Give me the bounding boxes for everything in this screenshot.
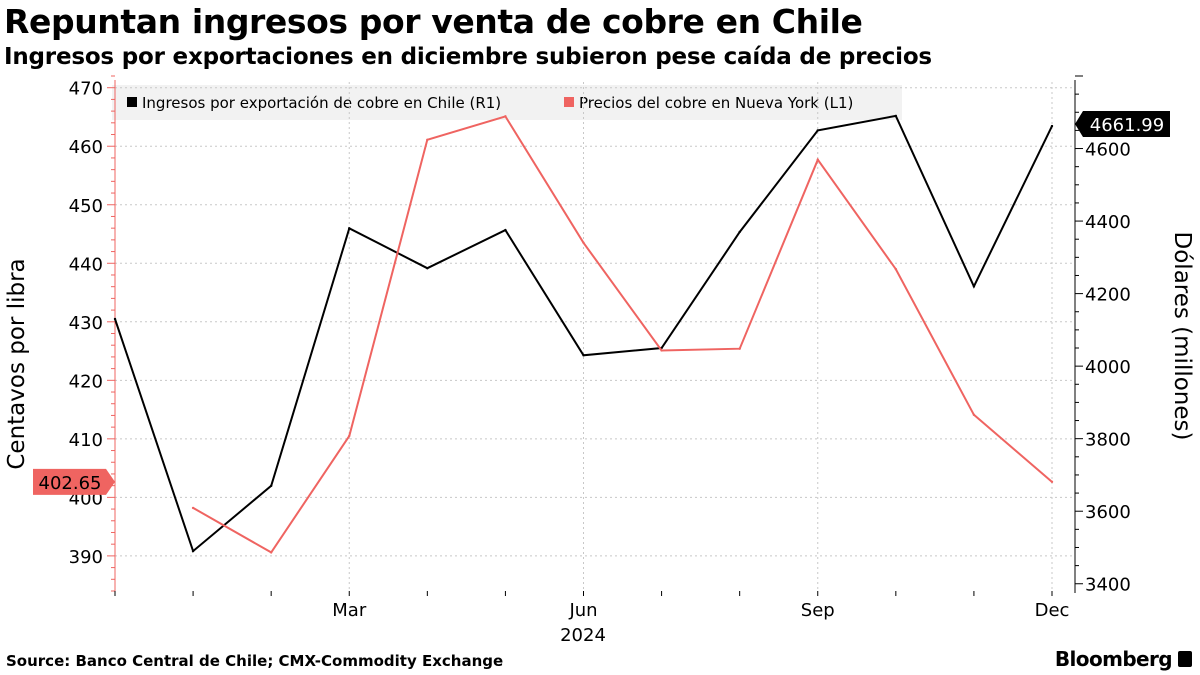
right-axis-tick-label: 3400: [1085, 575, 1131, 596]
series-line-price: [192, 115, 1053, 554]
data-point-revenue: [1050, 124, 1054, 128]
badge-revenue-label: 4661.99: [1090, 115, 1164, 136]
legend-label-price: Precios del cobre en Nueva York (L1): [579, 94, 853, 112]
data-point-price: [1050, 480, 1054, 484]
data-point-price: [582, 241, 585, 244]
data-point-revenue: [738, 230, 741, 234]
left-axis-tick-label: 420: [69, 371, 103, 392]
x-axis-tick-label: Dec: [1035, 600, 1070, 621]
data-point-price: [738, 347, 741, 350]
left-axis-tick-label: 430: [69, 313, 103, 334]
data-point-revenue: [816, 129, 819, 132]
right-axis-tick-label: 4000: [1085, 357, 1131, 378]
legend-label-revenue: Ingresos por exportación de cobre en Chi…: [142, 94, 501, 112]
badge-price: [33, 468, 115, 495]
chart-subtitle: Ingresos por exportaciones en diciembre …: [4, 44, 932, 70]
left-axis-tick-label: 440: [69, 254, 103, 275]
data-point-price: [894, 267, 898, 271]
right-axis-tick-label: 4400: [1085, 212, 1131, 233]
badge-price-label: 402.65: [39, 473, 102, 494]
left-axis-tick-label: 460: [69, 137, 103, 158]
data-point-price: [816, 158, 819, 161]
data-point-revenue: [972, 285, 976, 288]
data-point-price: [660, 349, 663, 352]
left-axis-tick-label: 470: [69, 79, 103, 100]
data-point-revenue: [504, 228, 507, 232]
legend-swatch-price: [564, 97, 574, 107]
badge-revenue: [1075, 111, 1170, 138]
data-point-price: [269, 551, 273, 554]
chart-title: Repuntan ingresos por venta de cobre en …: [4, 2, 863, 41]
right-axis-tick-label: 4600: [1085, 140, 1131, 161]
bloomberg-terminal-icon: [1178, 651, 1192, 667]
data-point-revenue: [269, 484, 273, 488]
left-axis-title: Centavos por libra: [4, 258, 30, 469]
right-axis-tick-label: 4200: [1085, 285, 1131, 306]
axes: 3904004104204304404504604703400360038004…: [69, 75, 1131, 621]
data-point-price: [972, 413, 976, 417]
legend-swatch-revenue: [127, 97, 137, 107]
left-axis-tick-label: 410: [69, 430, 103, 451]
data-point-price: [348, 434, 351, 438]
x-axis-tick-label: Sep: [801, 600, 835, 621]
data-point-revenue: [426, 267, 429, 270]
left-axis-tick-label: 390: [69, 547, 103, 568]
legend-background: [112, 85, 902, 120]
data-point-price: [426, 138, 429, 141]
data-point-price: [191, 506, 195, 510]
data-point-revenue: [113, 317, 117, 321]
brand-text: Bloomberg: [1054, 647, 1173, 671]
data-point-revenue: [348, 227, 351, 230]
x-axis-year-label: 2024: [560, 625, 606, 646]
gridlines: [115, 82, 1072, 591]
x-axis-tick-label: Jun: [568, 600, 597, 621]
left-axis-tick-label: 450: [69, 196, 103, 217]
data-point-revenue: [582, 354, 585, 357]
right-axis-tick-label: 3800: [1085, 430, 1131, 451]
x-axis-tick-label: Mar: [332, 600, 367, 621]
bloomberg-logo: Bloomberg: [1055, 647, 1192, 671]
right-axis-tick-label: 3600: [1085, 502, 1131, 523]
data-point-price: [504, 115, 507, 118]
data-point-revenue: [894, 114, 898, 118]
last-value-badges: 4661.99 402.65: [33, 111, 1170, 495]
series-lines: [113, 114, 1054, 554]
right-axis-title: Dólares (millones): [1169, 232, 1195, 441]
data-point-revenue: [191, 549, 195, 553]
source-note: Source: Banco Central de Chile; CMX-Comm…: [6, 652, 504, 670]
